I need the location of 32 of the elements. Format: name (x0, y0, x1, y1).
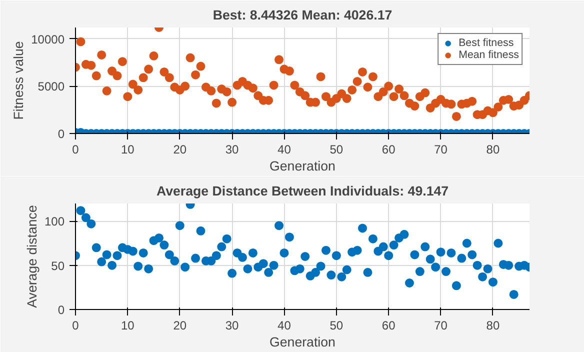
x-tick-label: 80 (486, 318, 500, 332)
x-tick-label: 60 (382, 318, 396, 332)
chart-title: Best: 8.44326 Mean: 4026.17 (212, 8, 392, 22)
x-tick-label: 30 (225, 318, 240, 332)
x-tick-label: 60 (382, 142, 396, 156)
y-tick-label: 100 (44, 214, 65, 229)
x-tick-label: 70 (434, 142, 448, 156)
y-axis-title: Fitness value (11, 41, 26, 120)
x-tick-label: 10 (121, 142, 135, 156)
legend-label: Mean fitness (458, 49, 519, 61)
x-tick-label: 20 (173, 142, 187, 156)
chart-title: Average Distance Between Individuals: 49.147 (156, 184, 449, 198)
x-tick-label: 0 (72, 318, 80, 332)
y-tick-label: 0 (58, 303, 65, 317)
x-tick-label: 0 (72, 142, 80, 156)
legend-label: Best fitness (458, 37, 514, 49)
x-tick-label: 30 (225, 142, 240, 156)
x-tick-label: 70 (434, 318, 448, 332)
y-tick-label: 50 (51, 258, 65, 273)
x-tick-label: 50 (330, 318, 344, 332)
y-axis-title: Average distance (24, 205, 40, 308)
x-axis-title: Generation (270, 158, 336, 174)
x-axis-title: Generation (270, 334, 336, 350)
y-tick-label: 0 (58, 127, 65, 141)
x-tick-label: 80 (486, 142, 500, 156)
x-tick-label: 10 (121, 318, 135, 332)
y-tick-label: 10000 (31, 32, 65, 46)
x-tick-label: 40 (278, 142, 292, 156)
x-tick-label: 20 (173, 318, 187, 332)
x-tick-label: 50 (330, 142, 344, 156)
x-tick-label: 40 (278, 318, 292, 332)
y-tick-label: 5000 (38, 80, 65, 94)
